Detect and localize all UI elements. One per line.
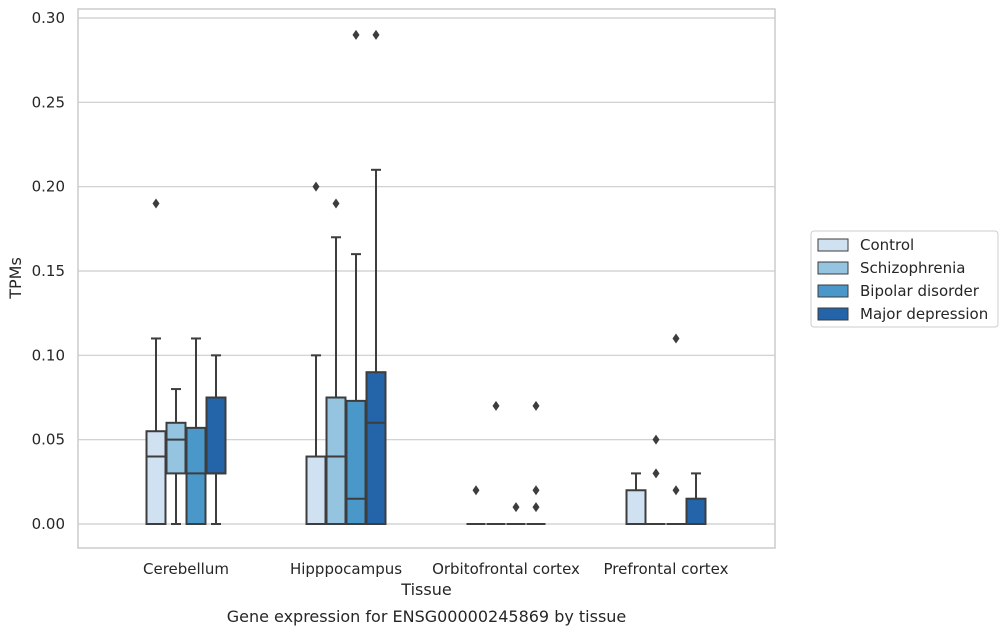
box-body <box>365 371 387 526</box>
outlier-point <box>672 485 680 496</box>
box-2-2 <box>506 502 526 525</box>
box-1-0 <box>305 181 327 525</box>
outlier-point <box>332 198 340 209</box>
legend-swatch <box>817 284 849 298</box>
outlier-point <box>532 485 540 496</box>
outlier-point <box>372 29 380 40</box>
box-1-2 <box>345 29 367 525</box>
box-2-0 <box>466 485 486 525</box>
y-tick-label: 0.30 <box>32 9 65 27</box>
legend-label: Major depression <box>860 305 988 323</box>
legend-swatch <box>817 238 849 252</box>
box-body <box>325 396 347 525</box>
outlier-point <box>312 181 320 192</box>
y-tick-label: 0.15 <box>32 262 65 280</box>
x-tick-label: Orbitofrontal cortex <box>432 560 580 578</box>
y-tick-label: 0.05 <box>32 431 65 449</box>
box-2-1 <box>486 400 506 525</box>
box-body <box>305 455 327 525</box>
outlier-point <box>492 400 500 411</box>
box-body <box>625 489 647 525</box>
box-0-1 <box>165 388 187 525</box>
outlier-point <box>352 29 360 40</box>
legend-swatch <box>817 261 849 275</box>
outlier-point <box>652 468 660 479</box>
y-tick-label: 0.25 <box>32 93 65 111</box>
outlier-point <box>472 485 480 496</box>
box-1-3 <box>365 29 387 526</box>
box-3-1 <box>646 434 666 525</box>
box-3-0 <box>625 472 647 525</box>
outlier-point <box>672 333 680 344</box>
box-3-3 <box>685 472 707 526</box>
outlier-point <box>532 502 540 513</box>
box-0-2 <box>185 337 207 525</box>
x-tick-label: Hipppocampus <box>290 560 402 578</box>
y-axis-label: TPMs <box>6 257 25 300</box>
box-3-2 <box>666 333 686 525</box>
legend-label: Schizophrenia <box>860 259 965 277</box>
plot-area-frame <box>77 8 776 549</box>
box-body <box>205 396 227 475</box>
y-tick-label: 0.00 <box>32 515 65 533</box>
chart-caption: Gene expression for ENSG00000245869 by t… <box>227 607 627 626</box>
y-tick-label: 0.10 <box>32 346 65 364</box>
box-body <box>165 421 187 475</box>
legend-swatch <box>817 307 849 321</box>
y-axis-ticks: 0.00 0.05 0.10 0.15 0.20 0.25 0.30 <box>32 9 65 533</box>
outlier-point <box>532 400 540 411</box>
x-axis-label: Tissue <box>400 580 451 599</box>
boxes <box>145 29 707 526</box>
legend-label: Control <box>860 236 914 254</box>
x-tick-label: Cerebellum <box>143 560 229 578</box>
x-tick-label: Prefrontal cortex <box>604 560 729 578</box>
outlier-point <box>152 198 160 209</box>
box-body <box>685 497 707 526</box>
box-body <box>345 399 367 525</box>
box-0-0 <box>145 198 167 526</box>
legend-label: Bipolar disorder <box>860 282 980 300</box>
y-tick-label: 0.20 <box>32 178 65 196</box>
box-0-3 <box>205 354 227 525</box>
outlier-point <box>512 502 520 513</box>
box-1-1 <box>325 198 347 525</box>
legend: Control Schizophrenia Bipolar disorder Majo… <box>810 230 999 328</box>
box-body <box>185 426 207 525</box>
x-axis-ticks: Cerebellum Hipppocampus Orbitofrontal cort… <box>143 560 729 578</box>
box-2-3 <box>526 400 546 525</box>
legend-frame <box>810 230 999 328</box>
box-body <box>145 430 167 526</box>
outlier-point <box>652 434 660 445</box>
